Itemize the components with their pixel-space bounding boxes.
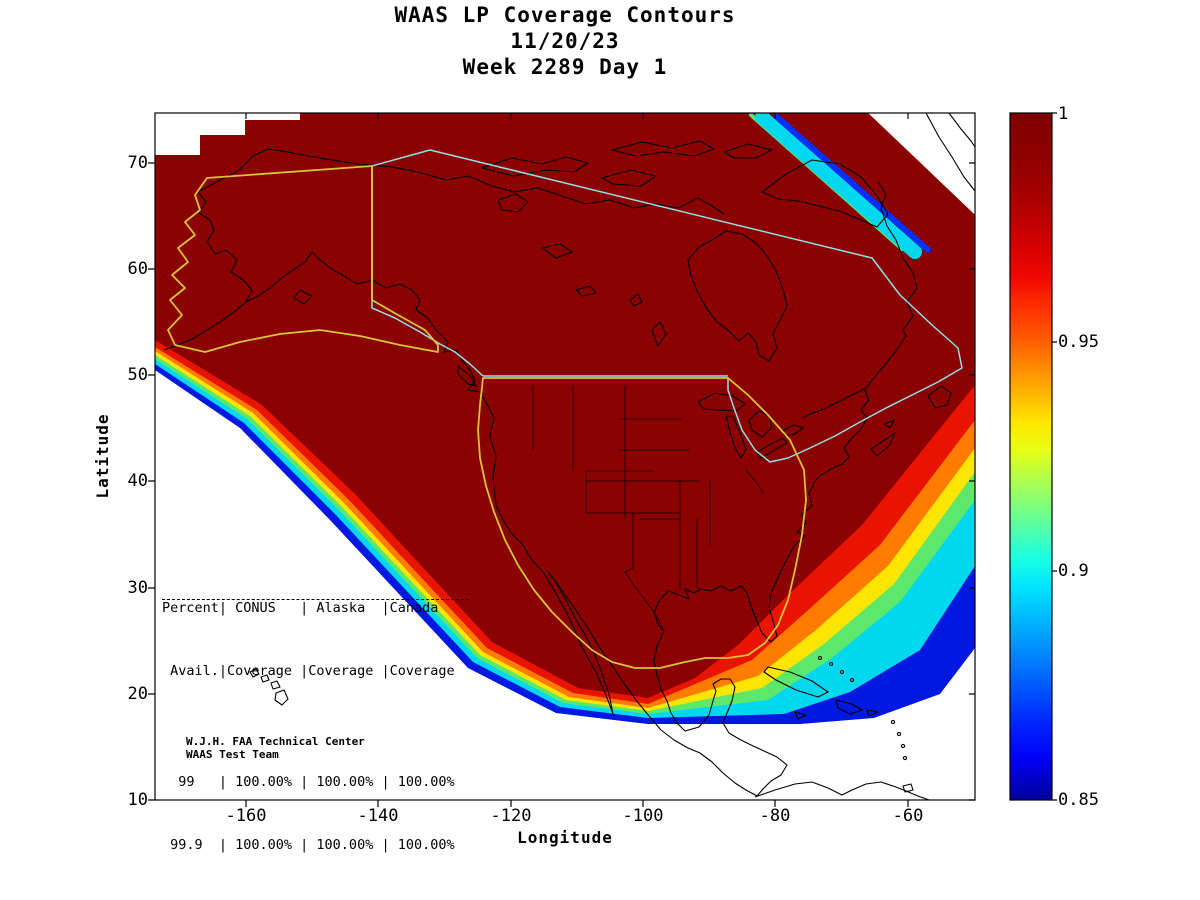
y-tick-label: 20 bbox=[127, 684, 148, 704]
great-lakes bbox=[697, 392, 804, 459]
colorbar-tick-label: 0.9 bbox=[1058, 561, 1089, 581]
x-tick-label: -140 bbox=[357, 806, 399, 826]
colorbar bbox=[1009, 112, 1057, 801]
table-header-row-2: Avail.|Coverage |Coverage |Coverage bbox=[162, 663, 455, 679]
title-line-2: 11/20/23 bbox=[510, 29, 620, 53]
map-layers bbox=[155, 113, 975, 800]
labrador-coast bbox=[865, 181, 918, 389]
conus-boundary bbox=[477, 377, 807, 669]
chart-title: WAAS LP Coverage Contours 11/20/23 Week … bbox=[155, 2, 975, 80]
axis-ticks bbox=[148, 113, 975, 807]
table-row: 99.9 | 100.00% | 100.00% | 100.00% bbox=[162, 837, 455, 853]
nova-scotia bbox=[870, 432, 896, 457]
coastline-bering-arctic bbox=[197, 148, 725, 303]
title-line-3: Week 2289 Day 1 bbox=[462, 55, 668, 79]
hudson-bay bbox=[687, 230, 788, 362]
credit-line-2: WAAS Test Team bbox=[186, 748, 279, 761]
st-lawrence bbox=[802, 387, 867, 419]
x-tick-label: -100 bbox=[622, 806, 664, 826]
newfoundland bbox=[927, 385, 952, 409]
service-volume-boundaries bbox=[167, 149, 963, 669]
hawaii-islands bbox=[249, 668, 289, 706]
greenland-coast bbox=[925, 113, 975, 192]
coastline-alaska-south bbox=[163, 251, 413, 351]
coastline-pacific bbox=[411, 289, 758, 797]
y-tick-label: 30 bbox=[127, 578, 148, 598]
y-tick-label: 70 bbox=[127, 153, 148, 173]
x-tick-label: -60 bbox=[892, 806, 924, 826]
y-axis-label: Latitude bbox=[93, 413, 112, 499]
alaska-boundary bbox=[167, 165, 439, 353]
canadian-lakes bbox=[497, 193, 667, 347]
table-row: 99 | 100.00% | 100.00% | 100.00% bbox=[162, 774, 455, 790]
coastline-maine bbox=[860, 387, 870, 429]
kodiak-island bbox=[293, 289, 313, 305]
south-america-coast bbox=[754, 781, 930, 800]
y-tick-label: 50 bbox=[127, 365, 148, 385]
canada-boundary bbox=[371, 149, 963, 463]
vancouver-island bbox=[457, 365, 477, 387]
x-tick-label: -120 bbox=[490, 806, 532, 826]
x-tick-label: -160 bbox=[225, 806, 267, 826]
table-separator-space bbox=[162, 724, 455, 730]
credit-annotation: W.J.H. FAA Technical Center WAAS Test Te… bbox=[186, 735, 365, 761]
colorbar-tick-label: 1 bbox=[1058, 104, 1069, 124]
title-line-1: WAAS LP Coverage Contours bbox=[394, 3, 736, 27]
x-tick-label: -80 bbox=[759, 806, 791, 826]
credit-line-1: W.J.H. FAA Technical Center bbox=[186, 735, 365, 748]
coastline-atlantic-gulf bbox=[653, 427, 863, 797]
prince-edward-island bbox=[883, 419, 895, 429]
us-state-borders bbox=[532, 386, 765, 632]
y-tick-label: 60 bbox=[127, 259, 148, 279]
table-separator-line bbox=[162, 599, 469, 600]
coastlines bbox=[163, 113, 975, 800]
table-header-row-1: Percent| CONUS | Alaska |Canada bbox=[162, 600, 439, 616]
y-tick-label: 10 bbox=[127, 790, 148, 810]
colorbar-tick-label: 0.95 bbox=[1058, 332, 1099, 352]
plot-frame bbox=[154, 112, 976, 801]
x-axis-label: Longitude bbox=[517, 828, 613, 847]
y-tick-label: 40 bbox=[127, 471, 148, 491]
colorbar-tick-label: 0.85 bbox=[1058, 790, 1099, 810]
availability-table: Percent| CONUS | Alaska |Canada Avail.|C… bbox=[162, 556, 455, 900]
arctic-islands bbox=[481, 140, 773, 187]
caribbean-islands bbox=[763, 666, 879, 720]
baffin-island bbox=[761, 159, 889, 228]
